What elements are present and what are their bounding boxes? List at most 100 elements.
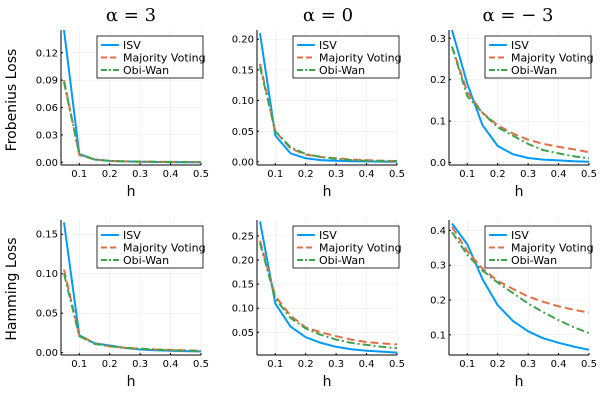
legend-label: Majority Voting: [319, 52, 402, 65]
legend-label: Obi-Wan: [319, 254, 365, 267]
y-tick-label: 0.05: [36, 309, 58, 320]
y-tick-label: 0.12: [36, 48, 58, 59]
legend-label: ISV: [511, 39, 529, 52]
y-tick-label: 0.2: [430, 75, 446, 86]
series-lines: [259, 32, 397, 163]
x-tick-label: 0.5: [193, 359, 209, 370]
column-title-2: α = 0: [303, 5, 353, 26]
x-tick-label: 0.4: [163, 359, 179, 370]
series-lines: [63, 30, 201, 164]
legend-label: ISV: [319, 39, 337, 52]
x-tick-label: 0.2: [102, 359, 118, 370]
legend-label: Obi-Wan: [511, 64, 557, 77]
x-tick-label: 0.3: [520, 169, 536, 180]
column-title-3: α = − 3: [483, 5, 554, 26]
y-tick-label: 0.00: [36, 348, 58, 359]
y-tick-label: 0.00: [232, 157, 254, 168]
x-axis-label: h: [323, 184, 332, 200]
y-tick-label: 0.05: [232, 328, 254, 339]
legend-label: Obi-Wan: [511, 254, 557, 267]
x-tick-label: 0.3: [520, 359, 536, 370]
x-tick-label: 0.4: [359, 359, 375, 370]
x-tick-label: 0.4: [359, 169, 375, 180]
x-axis-label: h: [127, 184, 136, 200]
x-tick-label: 0.2: [298, 169, 314, 180]
y-tick-label: 0.15: [232, 280, 254, 291]
x-tick-label: 0.3: [328, 359, 344, 370]
x-tick-label: 0.5: [389, 359, 405, 370]
y-tick-label: 0.09: [36, 76, 58, 87]
legend-label: Majority Voting: [319, 242, 402, 255]
series-lines: [451, 222, 589, 351]
series-line-obi-wan: [63, 81, 201, 164]
x-tick-label: 0.4: [551, 169, 567, 180]
legend-label: ISV: [511, 229, 529, 242]
y-tick-label: 0.20: [232, 35, 254, 46]
y-tick-label: 0.00: [36, 158, 58, 169]
x-tick-label: 0.3: [328, 169, 344, 180]
x-axis-label: h: [515, 374, 524, 390]
legend-label: Majority Voting: [123, 52, 206, 65]
legend-label: ISV: [319, 229, 337, 242]
legend-label: ISV: [123, 229, 141, 242]
y-tick-label: 0.10: [232, 96, 254, 107]
x-tick-label: 0.1: [459, 169, 475, 180]
y-tick-label: 0.03: [36, 130, 58, 141]
x-tick-label: 0.5: [581, 359, 597, 370]
y-tick-label: 0.3: [430, 34, 446, 45]
y-tick-label: 0.25: [232, 231, 254, 242]
series-line-isv: [451, 30, 589, 163]
y-tick-label: 0.10: [232, 304, 254, 315]
series-lines: [451, 30, 589, 163]
x-tick-label: 0.2: [490, 359, 506, 370]
legend-label: Obi-Wan: [123, 254, 169, 267]
y-tick-label: 0.10: [36, 269, 58, 280]
x-tick-label: 0.5: [581, 169, 597, 180]
x-tick-label: 0.1: [267, 359, 283, 370]
panel-6: 0.1 0.2 0.3 0.4 0.5 0.1 0.2 0.3 0.4 h ISVMajority …: [430, 220, 597, 390]
x-axis-label: h: [127, 374, 136, 390]
series-line-obi-wan: [259, 66, 397, 163]
series-lines: [259, 221, 397, 354]
legend-label: Obi-Wan: [319, 64, 365, 77]
column-title-1: α = 3: [106, 5, 156, 26]
legend-label: ISV: [123, 39, 141, 52]
series-line-isv: [259, 221, 397, 354]
x-tick-label: 0.1: [459, 359, 475, 370]
y-tick-label: 0.06: [36, 103, 58, 114]
panel-5: 0.1 0.2 0.3 0.4 0.5 0.05 0.10 0.15 0.20 0.25 h ISVM…: [232, 220, 405, 390]
x-tick-label: 0.1: [71, 169, 87, 180]
series-line-majority-voting: [259, 240, 397, 346]
series-line-obi-wan: [63, 273, 201, 353]
series-line-isv: [259, 32, 397, 163]
x-tick-label: 0.2: [490, 169, 506, 180]
series-lines: [63, 222, 201, 353]
y-tick-label: 0.1: [430, 330, 446, 341]
series-line-majority-voting: [63, 79, 201, 164]
x-axis-label: h: [323, 374, 332, 390]
y-tick-label: 0.1: [430, 117, 446, 128]
x-tick-label: 0.5: [193, 169, 209, 180]
x-tick-label: 0.4: [551, 359, 567, 370]
x-tick-label: 0.4: [163, 169, 179, 180]
x-tick-label: 0.3: [132, 169, 148, 180]
legend-label: Majority Voting: [511, 242, 594, 255]
y-tick-label: 0.0: [430, 158, 446, 169]
y-tick-label: 0.15: [232, 65, 254, 76]
y-tick-label: 0.3: [430, 261, 446, 272]
x-tick-label: 0.2: [298, 359, 314, 370]
panel-2: 0.1 0.2 0.3 0.4 0.5 0.00 0.05 0.10 0.15 0.20 h ISVM…: [232, 30, 405, 200]
panel-4: 0.1 0.2 0.3 0.4 0.5 0.00 0.05 0.10 0.15 h ISVMajor…: [36, 220, 209, 390]
panel-3: 0.1 0.2 0.3 0.4 0.5 0.0 0.1 0.2 0.3 h ISVMajority …: [430, 30, 597, 200]
panel-1: 0.1 0.2 0.3 0.4 0.5 0.00 0.03 0.06 0.09 0.12 h ISVM…: [36, 30, 209, 200]
legend-label: Majority Voting: [511, 52, 594, 65]
series-line-majority-voting: [451, 226, 589, 314]
series-line-obi-wan: [451, 231, 589, 335]
y-tick-label: 0.2: [430, 296, 446, 307]
y-tick-label: 0.4: [430, 226, 446, 237]
